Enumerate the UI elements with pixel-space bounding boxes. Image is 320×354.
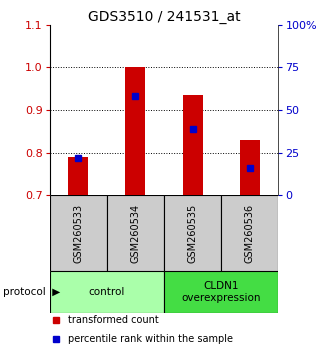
Bar <box>183 95 203 195</box>
Bar <box>50 195 107 271</box>
Bar <box>68 157 88 195</box>
Title: GDS3510 / 241531_at: GDS3510 / 241531_at <box>88 10 240 24</box>
Bar <box>50 271 164 313</box>
Bar <box>164 271 278 313</box>
Bar <box>125 67 145 195</box>
Text: GSM260535: GSM260535 <box>188 204 198 263</box>
Text: GSM260536: GSM260536 <box>245 204 255 263</box>
Text: percentile rank within the sample: percentile rank within the sample <box>68 335 233 344</box>
Bar <box>164 195 221 271</box>
Text: protocol  ▶: protocol ▶ <box>3 287 60 297</box>
Text: transformed count: transformed count <box>68 315 159 325</box>
Text: CLDN1
overexpression: CLDN1 overexpression <box>181 281 261 303</box>
Bar <box>221 195 278 271</box>
Bar <box>240 140 260 195</box>
Text: GSM260533: GSM260533 <box>73 204 83 263</box>
Text: GSM260534: GSM260534 <box>131 204 140 263</box>
Bar <box>107 195 164 271</box>
Text: control: control <box>89 287 125 297</box>
